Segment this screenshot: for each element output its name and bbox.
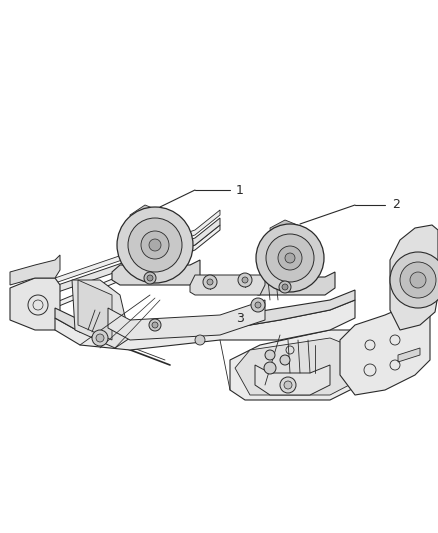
Polygon shape <box>55 290 355 338</box>
Circle shape <box>238 273 252 287</box>
Circle shape <box>149 239 161 251</box>
Polygon shape <box>108 300 265 340</box>
Circle shape <box>285 253 295 263</box>
Circle shape <box>144 272 156 284</box>
Polygon shape <box>230 330 375 400</box>
Polygon shape <box>112 260 200 285</box>
Polygon shape <box>20 218 220 305</box>
Polygon shape <box>255 365 330 395</box>
Circle shape <box>251 298 265 312</box>
Circle shape <box>266 234 314 282</box>
Circle shape <box>242 277 248 283</box>
Polygon shape <box>130 205 175 240</box>
Circle shape <box>284 381 292 389</box>
Circle shape <box>264 362 276 374</box>
Circle shape <box>400 262 436 298</box>
Circle shape <box>96 334 104 342</box>
Polygon shape <box>20 225 220 320</box>
Circle shape <box>265 350 275 360</box>
Circle shape <box>195 335 205 345</box>
Polygon shape <box>20 210 220 295</box>
Circle shape <box>92 330 108 346</box>
Polygon shape <box>72 280 130 348</box>
Polygon shape <box>390 225 438 330</box>
Polygon shape <box>270 220 308 252</box>
Polygon shape <box>340 295 430 395</box>
Polygon shape <box>190 270 265 295</box>
Polygon shape <box>250 272 335 295</box>
Circle shape <box>147 275 153 281</box>
Circle shape <box>203 275 217 289</box>
Circle shape <box>128 218 182 272</box>
Circle shape <box>280 355 290 365</box>
Circle shape <box>255 302 261 308</box>
Polygon shape <box>78 280 112 340</box>
Circle shape <box>117 207 193 283</box>
Polygon shape <box>55 300 355 350</box>
Circle shape <box>256 224 324 292</box>
Circle shape <box>278 246 302 270</box>
Circle shape <box>282 284 288 290</box>
Polygon shape <box>10 255 60 285</box>
Circle shape <box>390 252 438 308</box>
Polygon shape <box>235 338 355 395</box>
Text: 2: 2 <box>392 198 400 212</box>
Polygon shape <box>398 348 420 362</box>
Circle shape <box>141 231 169 259</box>
Circle shape <box>280 377 296 393</box>
Polygon shape <box>10 278 60 330</box>
Circle shape <box>279 281 291 293</box>
Text: 3: 3 <box>236 311 244 325</box>
Circle shape <box>410 272 426 288</box>
Circle shape <box>207 279 213 285</box>
Text: 1: 1 <box>236 183 244 197</box>
Circle shape <box>152 322 158 328</box>
Circle shape <box>149 319 161 331</box>
